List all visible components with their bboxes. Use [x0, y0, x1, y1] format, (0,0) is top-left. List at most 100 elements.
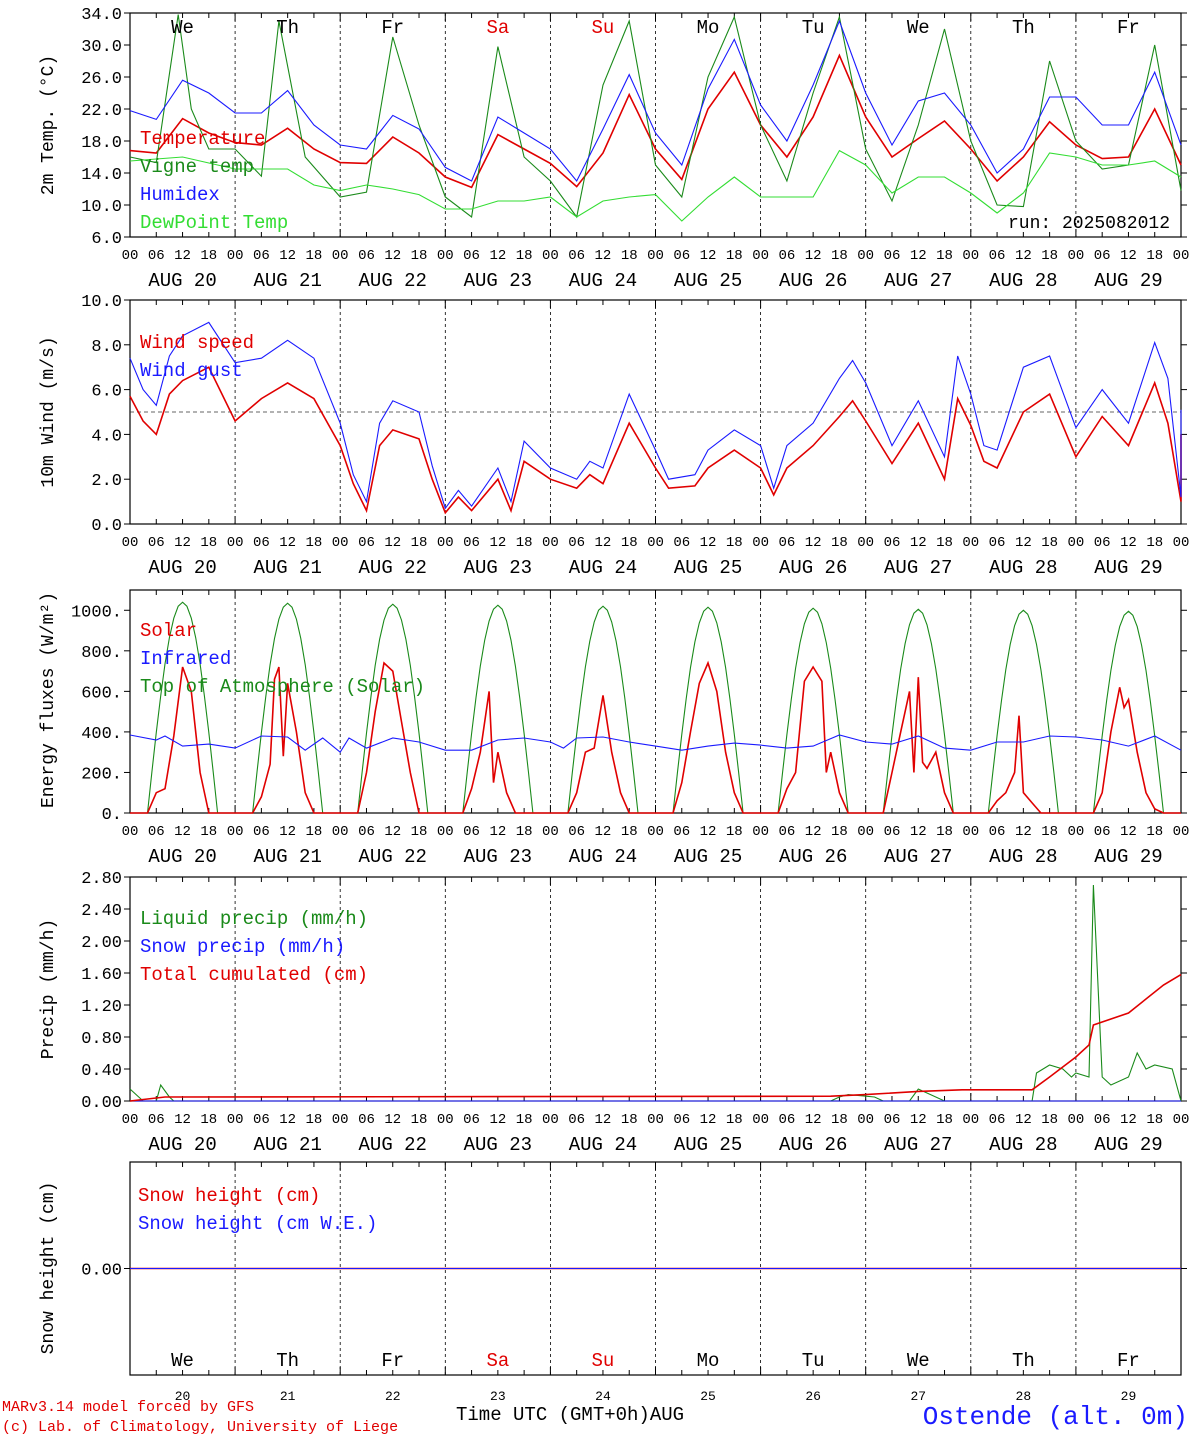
hour-tick-label: 12 [595, 535, 612, 551]
y-tick-label: 10.0 [81, 198, 122, 217]
hour-tick-label: 18 [726, 248, 743, 264]
date-label: AUG 21 [253, 557, 321, 579]
y-tick-label: 18.0 [81, 134, 122, 153]
hour-tick-label: 06 [884, 1112, 901, 1128]
panel-1: 6.0 10.0 14.0 18.0 22.0 26.0 30.0 34.0 2m Temp. … [39, 6, 1189, 292]
hour-tick-label: 06 [568, 248, 585, 264]
hour-tick-label: 00 [332, 824, 349, 840]
y-tick-label: 26.0 [81, 70, 122, 89]
hour-tick-label: 00 [1173, 535, 1190, 551]
hour-tick-label: 00 [962, 824, 979, 840]
hour-tick-label: 00 [1067, 248, 1084, 264]
hour-tick-label: 00 [542, 535, 559, 551]
y-axis-label: Snow height (cm) [39, 1182, 59, 1355]
hour-tick-label: 18 [936, 1112, 953, 1128]
hour-tick-label: 06 [148, 1112, 165, 1128]
y-tick-label: 34.0 [81, 6, 122, 25]
day-name: Fr [381, 1350, 404, 1372]
hour-tick-label: 00 [857, 248, 874, 264]
day-name: Su [592, 17, 615, 39]
y-tick-label: 6.0 [91, 230, 122, 249]
hour-tick-label: 18 [411, 824, 428, 840]
y-tick-label: 200. [81, 765, 122, 784]
hour-tick-label: 18 [306, 535, 323, 551]
hour-tick-label: 18 [1041, 1112, 1058, 1128]
y-tick-label: 0.00 [81, 1094, 122, 1113]
day-name: We [171, 1350, 194, 1372]
hour-tick-label: 12 [1015, 248, 1032, 264]
date-label: AUG 24 [569, 270, 637, 292]
y-tick-label: 1.60 [81, 966, 122, 985]
y-axis-label: 10m Wind (m/s) [39, 336, 59, 487]
y-tick-label: 800. [81, 644, 122, 663]
hour-tick-label: 18 [621, 535, 638, 551]
date-label: AUG 24 [569, 557, 637, 579]
legend-entry: Snow height (cm W.E.) [138, 1213, 377, 1235]
series-dewpoint-temp [129, 149, 1182, 222]
hour-tick-label: 18 [411, 535, 428, 551]
hour-tick-label: 06 [989, 824, 1006, 840]
hour-tick-label: 12 [489, 1112, 506, 1128]
y-tick-label: 14.0 [81, 166, 122, 185]
hour-tick-label: 12 [174, 824, 191, 840]
date-label: AUG 22 [359, 557, 427, 579]
hour-tick-label: 00 [1173, 248, 1190, 264]
day-name: Tu [802, 17, 825, 39]
hour-tick-label: 18 [936, 535, 953, 551]
hour-tick-label: 00 [1067, 535, 1084, 551]
hour-tick-label: 12 [910, 1112, 927, 1128]
hour-tick-label: 06 [568, 535, 585, 551]
day-name: We [171, 17, 194, 39]
hour-tick-label: 00 [437, 1112, 454, 1128]
hour-tick-label: 06 [253, 824, 270, 840]
date-label: AUG 21 [253, 270, 321, 292]
date-label: AUG 24 [569, 846, 637, 868]
date-label: AUG 20 [148, 270, 216, 292]
hour-tick-label: 00 [647, 1112, 664, 1128]
hour-tick-label: 18 [516, 824, 533, 840]
hour-tick-label: 06 [358, 535, 375, 551]
hour-tick-label: 12 [279, 824, 296, 840]
hour-tick-label: 06 [148, 535, 165, 551]
day-number: 25 [700, 1389, 716, 1404]
date-label: AUG 24 [569, 1134, 637, 1156]
day-name: Sa [486, 1350, 509, 1372]
hour-tick-label: 00 [752, 1112, 769, 1128]
hour-tick-label: 18 [621, 248, 638, 264]
hour-tick-label: 06 [778, 535, 795, 551]
date-label: AUG 20 [148, 846, 216, 868]
hour-tick-label: 06 [989, 248, 1006, 264]
date-label: AUG 20 [148, 1134, 216, 1156]
hour-tick-label: 12 [174, 535, 191, 551]
hour-tick-label: 00 [437, 248, 454, 264]
day-name: Su [592, 1350, 615, 1372]
hour-tick-label: 00 [962, 535, 979, 551]
hour-tick-label: 06 [1094, 824, 1111, 840]
hour-tick-label: 12 [489, 535, 506, 551]
hour-tick-label: 06 [253, 1112, 270, 1128]
hour-tick-label: 18 [1041, 535, 1058, 551]
series-solar [130, 660, 1181, 814]
hour-tick-label: 12 [805, 824, 822, 840]
hour-tick-label: 18 [1041, 824, 1058, 840]
y-tick-label: 0.00 [81, 1262, 122, 1281]
date-label: AUG 28 [989, 846, 1057, 868]
hour-tick-label: 06 [568, 1112, 585, 1128]
hour-tick-label: 06 [358, 824, 375, 840]
day-name: Fr [1117, 17, 1140, 39]
hour-tick-label: 12 [384, 824, 401, 840]
date-label: AUG 21 [253, 1134, 321, 1156]
hour-tick-label: 18 [516, 248, 533, 264]
hour-tick-label: 12 [805, 1112, 822, 1128]
hour-tick-label: 06 [1094, 248, 1111, 264]
hour-tick-label: 06 [148, 824, 165, 840]
hour-tick-label: 06 [463, 248, 480, 264]
legend-entry: Humidex [140, 184, 220, 206]
hour-tick-label: 18 [516, 1112, 533, 1128]
y-tick-label: 30.0 [81, 38, 122, 57]
day-number: 20 [175, 1389, 191, 1404]
y-tick-label: 400. [81, 725, 122, 744]
hour-tick-label: 00 [1067, 824, 1084, 840]
hour-tick-label: 06 [989, 535, 1006, 551]
y-tick-label: 22.0 [81, 102, 122, 121]
